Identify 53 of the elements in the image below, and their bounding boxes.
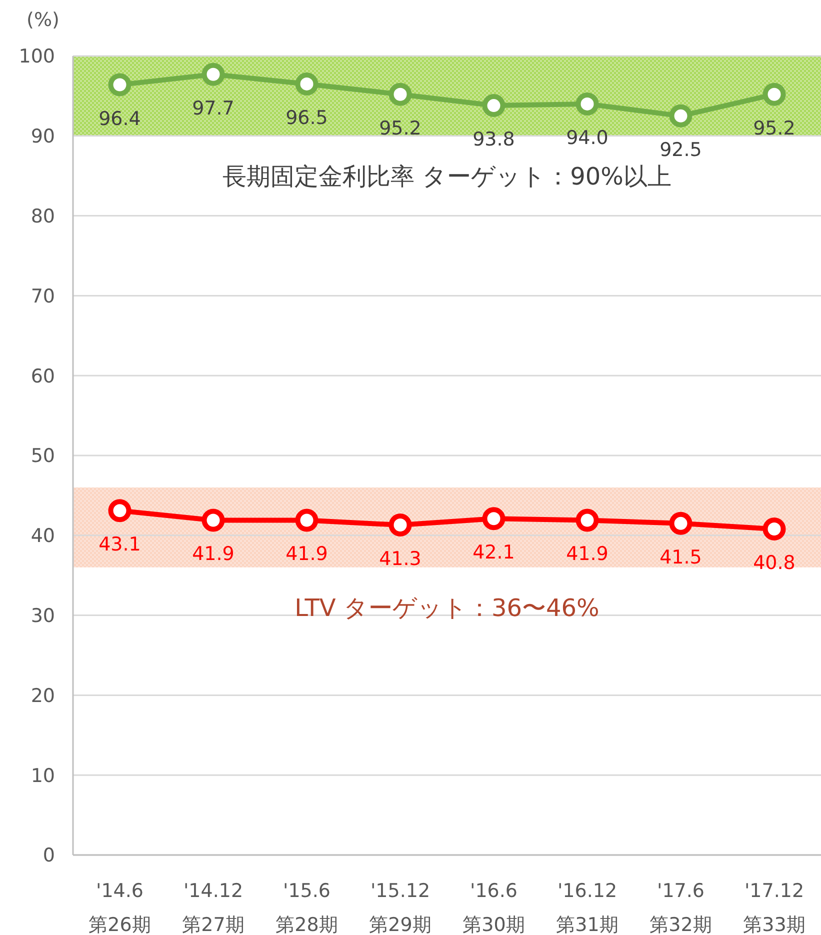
- data-label: 42.1: [472, 542, 515, 564]
- y-tick-label: 40: [30, 525, 55, 548]
- data-label: 96.5: [286, 106, 328, 129]
- y-tick-label: 60: [30, 365, 55, 388]
- point: [762, 82, 786, 106]
- y-tick-label: 90: [30, 126, 55, 148]
- y-tick-label: 50: [30, 445, 55, 468]
- point: [669, 512, 692, 535]
- y-tick-label: 100: [18, 46, 55, 68]
- x-tick-label: '16.6 第30期: [462, 880, 525, 935]
- point: [202, 62, 225, 86]
- point: [108, 73, 132, 96]
- x-tick-label: '14.12 第27期: [182, 880, 244, 935]
- data-label: 41.9: [286, 543, 328, 566]
- data-label: 92.5: [660, 138, 702, 161]
- x-tick-label: '15.12 第29期: [369, 880, 432, 935]
- point: [295, 72, 318, 96]
- data-label: 41.9: [192, 543, 234, 566]
- point: [669, 104, 692, 128]
- data-label: 95.2: [379, 117, 422, 140]
- data-label: 41.3: [379, 548, 422, 570]
- band-label: LTV ターゲット：36〜46%: [294, 594, 600, 622]
- y-tick-label: 20: [30, 684, 55, 707]
- data-label: 41.9: [566, 543, 608, 566]
- data-label: 95.2: [753, 117, 796, 140]
- x-tick-label: '15.6 第28期: [276, 880, 338, 935]
- y-tick-label: 70: [30, 285, 55, 308]
- x-tick-label: '17.12 第33期: [743, 880, 806, 935]
- y-tick-label: 80: [30, 205, 55, 228]
- data-label: 93.8: [472, 128, 515, 151]
- point: [108, 499, 132, 522]
- point: [482, 94, 506, 118]
- point: [762, 518, 786, 541]
- point: [576, 92, 599, 116]
- y-axis-title: (%): [26, 9, 60, 31]
- point: [202, 508, 225, 532]
- data-label: 96.4: [98, 108, 141, 130]
- x-tick-label: '14.6 第26期: [88, 880, 151, 935]
- point: [576, 508, 599, 532]
- band-label: 長期固定金利比率 ターゲット：90%以上: [222, 162, 672, 190]
- data-label: 97.7: [192, 97, 234, 120]
- y-tick-label: 10: [30, 764, 55, 787]
- data-label: 40.8: [753, 552, 796, 574]
- point: [295, 508, 318, 532]
- point: [388, 82, 412, 106]
- x-tick-label: '16.12 第31期: [556, 880, 618, 935]
- point: [482, 507, 506, 530]
- y-tick-label: 30: [30, 604, 55, 627]
- point: [388, 514, 412, 537]
- data-label: 41.5: [660, 546, 702, 568]
- x-tick-label: '17.6 第32期: [650, 880, 712, 935]
- y-tick-label: 0: [42, 844, 55, 867]
- data-label: 43.1: [98, 534, 141, 556]
